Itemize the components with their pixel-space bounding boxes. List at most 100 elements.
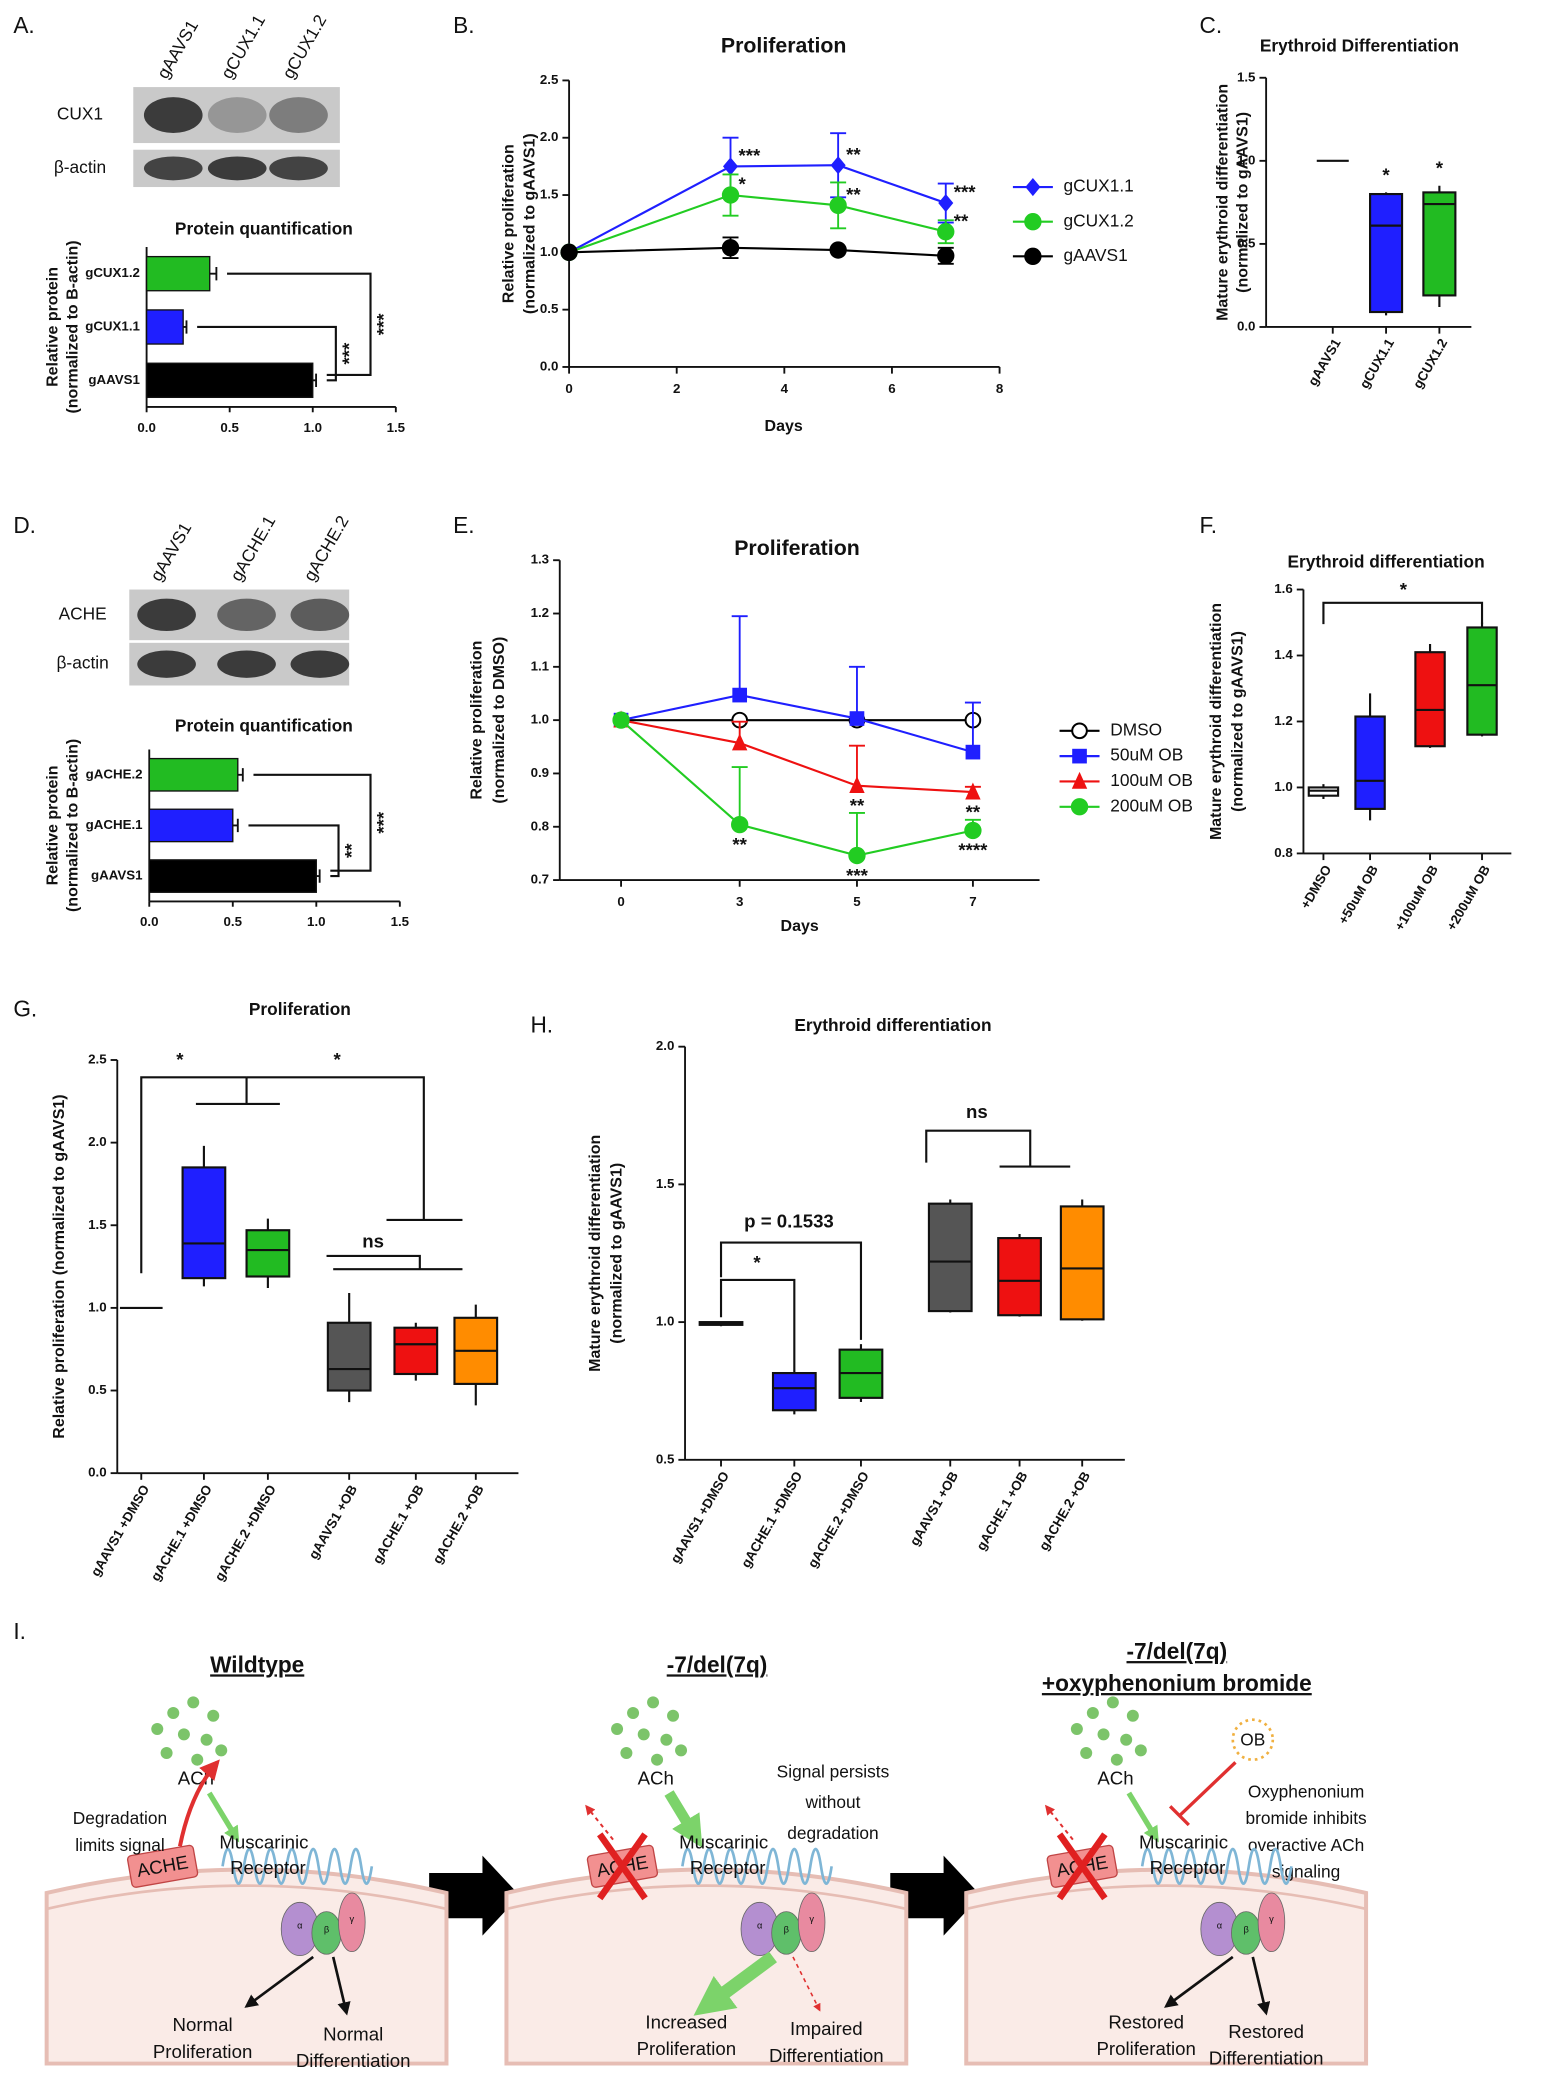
- x-tick-label: +50uM OB: [1335, 862, 1381, 927]
- x-tick-label: 0.0: [140, 914, 159, 929]
- y-axis-label: Relative proliferation (normalized to gA…: [51, 1094, 68, 1438]
- acetylcholine: [177, 1728, 190, 1741]
- acetylcholine: [187, 1696, 200, 1709]
- outcome-label: Restored: [1108, 2012, 1184, 2033]
- panel-label: I.: [13, 1618, 26, 1644]
- receptor-label: Receptor: [690, 1857, 766, 1878]
- y-tick-label: gAAVS1: [88, 372, 140, 387]
- error-bar: [731, 766, 748, 825]
- significance-label: **: [846, 184, 861, 205]
- x-tick-label: gCUX1.1: [1357, 336, 1398, 391]
- chart-title: Erythroid differentiation: [794, 1015, 991, 1035]
- subunit-label: β: [1243, 1925, 1248, 1935]
- y-tick-label: 0.0: [1237, 318, 1256, 333]
- blot-band: [143, 97, 203, 133]
- y-tick-label: 1.5: [656, 1176, 675, 1191]
- box: [1466, 626, 1498, 736]
- annotation: limits signal: [75, 1835, 164, 1855]
- x-tick-label: gACHE.1 +DMSO: [738, 1469, 805, 1570]
- significance-label: **: [846, 144, 861, 165]
- x-tick-label: gACHE.1 +OB: [973, 1469, 1030, 1553]
- annotation: Signal persists: [777, 1762, 890, 1782]
- legend-label: 200uM OB: [1110, 795, 1193, 815]
- drug-label: OB: [1240, 1730, 1265, 1750]
- legend-marker: [1072, 748, 1087, 764]
- error-bar: [232, 818, 239, 833]
- y-axis-label: (normalized to gAAVS1): [1235, 112, 1252, 293]
- marker: [937, 223, 955, 241]
- x-tick-label: gACHE.2 +DMSO: [805, 1469, 872, 1570]
- x-tick-label: +200uM OB: [1444, 862, 1494, 933]
- outcome-label: Normal: [323, 2023, 383, 2044]
- enzyme: [126, 1844, 199, 1888]
- significance-bracket: [925, 1129, 1071, 1168]
- outcome-label: Differentiation: [1209, 2047, 1324, 2068]
- annotation: degradation: [787, 1823, 878, 1843]
- receptor-label: Receptor: [230, 1857, 306, 1878]
- annotation: bromide inhibits: [1245, 1808, 1367, 1828]
- y-tick-label: 1.0: [1274, 779, 1293, 794]
- marker: [849, 776, 865, 794]
- chart-title: Erythroid Differentiation: [1260, 36, 1459, 56]
- legend-label: gAAVS1: [1064, 245, 1128, 265]
- y-tick-label: 1.2: [531, 605, 550, 620]
- acetylcholine: [1120, 1733, 1133, 1746]
- marker: [829, 241, 847, 259]
- series-line: [569, 246, 946, 257]
- chart-title: Proliferation: [734, 536, 860, 560]
- acetylcholine: [651, 1753, 664, 1766]
- error-bar: [731, 615, 748, 696]
- error-bar: [183, 320, 188, 334]
- marker: [722, 157, 739, 176]
- signal-arrow: [206, 1791, 240, 1843]
- box: [1414, 651, 1446, 748]
- y-axis-label: (normalized to gAAVS1): [1229, 631, 1246, 812]
- panel-label: H.: [530, 1012, 553, 1038]
- bar: [148, 808, 234, 843]
- outcome-label: Restored: [1228, 2021, 1304, 2042]
- y-axis-label: (normalized to DMSO): [491, 637, 508, 804]
- blot-lane-label: gCUX1.2: [278, 11, 330, 82]
- marker: [721, 239, 740, 257]
- significance-bracket: [227, 272, 372, 377]
- significance-label: ****: [958, 840, 988, 861]
- marker: [721, 186, 740, 204]
- drug: [1231, 1718, 1275, 1762]
- x-tick-label: 0: [617, 894, 624, 909]
- marker: [964, 821, 982, 840]
- annotation: overactive ACh: [1248, 1835, 1364, 1855]
- significance-bracket: [719, 1278, 796, 1371]
- significance-label: *: [1436, 158, 1444, 179]
- box: [1369, 192, 1404, 314]
- chart-title: Protein quantification: [175, 218, 353, 238]
- panel-label: D.: [13, 512, 36, 538]
- panel-label: C.: [1199, 12, 1222, 38]
- series-line: [568, 164, 947, 254]
- acetylcholine: [1086, 1707, 1099, 1720]
- x-tick-label: gAAVS1 +DMSO: [88, 1482, 152, 1579]
- acetylcholine: [1126, 1709, 1139, 1722]
- degradation-arrow: [177, 1759, 220, 1847]
- x-tick-label: gACHE.1 +OB: [370, 1482, 427, 1566]
- x-tick-label: +DMSO: [1298, 863, 1335, 912]
- x-tick-label: gAAVS1 +OB: [306, 1482, 361, 1562]
- significance-bracket: [719, 1241, 863, 1340]
- legend-marker: [1070, 798, 1089, 816]
- x-tick-label: 1.5: [387, 420, 406, 435]
- x-tick-label: 1.0: [307, 914, 326, 929]
- significance-label: **: [341, 843, 362, 858]
- acetylcholine: [660, 1733, 673, 1746]
- acetylcholine: [160, 1747, 173, 1760]
- blot-lane-label: gAAVS1: [146, 519, 195, 585]
- subunit-label: γ: [350, 1914, 355, 1924]
- y-tick-label: 0.9: [531, 765, 550, 780]
- y-axis-label: (normalized to B-actin): [65, 739, 82, 912]
- acetylcholine: [1080, 1747, 1093, 1760]
- blot-row-label: β-actin: [54, 157, 106, 177]
- x-axis-label: Days: [781, 918, 819, 935]
- g-protein: [797, 1892, 826, 1953]
- blot-band: [269, 97, 328, 133]
- blocked-arrow: [1044, 1804, 1074, 1841]
- y-axis-label: Relative protein: [45, 267, 62, 387]
- y-axis-label: (normalized to gAAVS1): [522, 133, 539, 314]
